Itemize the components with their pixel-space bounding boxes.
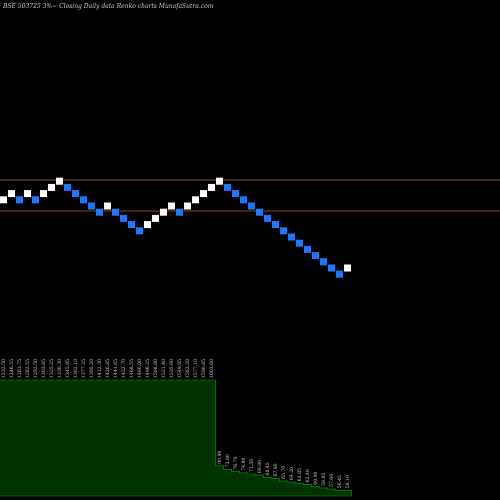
renko-brick-down (232, 190, 239, 198)
renko-brick-up (216, 177, 223, 185)
volume-label: 1426.85 (105, 359, 111, 378)
renko-brick-up (160, 208, 167, 216)
volume-label: 73.80 (225, 454, 231, 467)
renko-brick-up (104, 202, 111, 210)
renko-brick-down (136, 227, 143, 235)
volume-label: 1496.25 (145, 359, 151, 378)
renko-brick-down (288, 233, 295, 241)
renko-brick-down (312, 252, 319, 260)
volume-label: 1395.20 (89, 359, 95, 378)
volume-label: 1362.10 (73, 359, 79, 378)
renko-brick-up (168, 202, 175, 210)
renko-brick-down (304, 245, 311, 253)
renko-brick-down (128, 221, 135, 229)
volume-label: 1263.75 (17, 359, 23, 378)
volume-label: 64.20 (289, 467, 295, 480)
renko-brick-down (16, 196, 23, 204)
renko-brick-up (344, 264, 351, 272)
renko-bricks (0, 177, 351, 278)
renko-brick-down (176, 208, 183, 216)
renko-brick-down (256, 208, 263, 216)
volume-area (0, 379, 352, 497)
renko-brick-up (144, 221, 151, 229)
renko-brick-down (120, 214, 127, 222)
renko-brick-down (240, 196, 247, 204)
volume-label: 74.80 (241, 458, 247, 471)
renko-brick-up (200, 190, 207, 198)
renko-brick-down (264, 214, 271, 222)
volume-label: 1480.00 (137, 359, 143, 378)
renko-brick-down (32, 196, 39, 204)
renko-brick-down (280, 227, 287, 235)
volume-label: 1412.30 (97, 359, 103, 378)
volume-label: 60.90 (313, 471, 319, 484)
renko-brick-down (72, 190, 79, 198)
volume-label: 1468.55 (129, 359, 135, 378)
renko-brick-down (64, 183, 71, 191)
renko-brick-down (248, 202, 255, 210)
volume-label: 57.60 (329, 474, 335, 487)
volume-label: 1549.95 (177, 359, 183, 378)
volume-label: 63.85 (297, 468, 303, 481)
volume-label: 1336.30 (57, 359, 63, 378)
volume-label: 1577.10 (193, 359, 199, 378)
reference-lines (0, 179, 500, 212)
volume-label: 68.45 (265, 462, 271, 475)
volume-labels: 1232.50 1246.55 1263.75 1282.55 1292.50 1303.… (1, 359, 351, 488)
chart-title: BSE 503725 3%~ Closing Daily data Renko … (2, 3, 214, 10)
renko-brick-up (184, 202, 191, 210)
volume-label: 1345.95 (65, 359, 71, 378)
volume-label: 56.45 (337, 475, 343, 488)
renko-brick-down (320, 258, 327, 266)
renko-brick-down (80, 196, 87, 204)
volume-label: 90.90 (217, 451, 223, 464)
renko-brick-up (192, 196, 199, 204)
volume-label: 71.50 (249, 459, 255, 472)
volume-label: 1563.20 (185, 359, 191, 378)
volume-label: 76.70 (233, 456, 239, 469)
volume-label: 1325.25 (49, 359, 55, 378)
renko-brick-up (208, 183, 215, 191)
volume-label: 1590.85 (201, 359, 207, 378)
volume-label: 1535.60 (169, 359, 175, 378)
renko-brick-down (224, 183, 231, 191)
renko-brick-up (48, 183, 55, 191)
renko-brick-up (152, 214, 159, 222)
renko-brick-up (8, 190, 15, 198)
volume-label: 1508.80 (153, 359, 159, 378)
volume-label: 1377.25 (81, 359, 87, 378)
volume-panel (0, 379, 352, 497)
volume-label: 1452.70 (121, 359, 127, 378)
renko-brick-up (56, 177, 63, 185)
volume-label: 1603.60 (209, 359, 215, 378)
renko-brick-up (0, 196, 7, 204)
volume-label: 65.70 (281, 466, 287, 479)
renko-brick-up (24, 190, 31, 198)
volume-label: 1246.55 (9, 359, 15, 378)
volume-label: 69.80 (257, 460, 263, 473)
volume-label: 67.90 (273, 463, 279, 476)
renko-brick-down (272, 221, 279, 229)
volume-label: 1441.65 (113, 359, 119, 378)
renko-brick-down (96, 208, 103, 216)
renko-brick-down (88, 202, 95, 210)
volume-label: 58.10 (345, 475, 351, 488)
renko-brick-down (112, 208, 119, 216)
renko-brick-up (40, 190, 47, 198)
volume-label: 62.40 (305, 469, 311, 482)
renko-brick-down (296, 239, 303, 247)
volume-label: 1521.40 (161, 359, 167, 378)
volume-label: 59.85 (321, 473, 327, 486)
renko-brick-down (336, 270, 343, 278)
volume-label: 1232.50 (1, 359, 7, 378)
volume-label: 1303.85 (41, 359, 47, 378)
volume-label: 1292.50 (33, 359, 39, 378)
renko-brick-down (328, 264, 335, 272)
volume-label: 1282.55 (25, 359, 31, 378)
